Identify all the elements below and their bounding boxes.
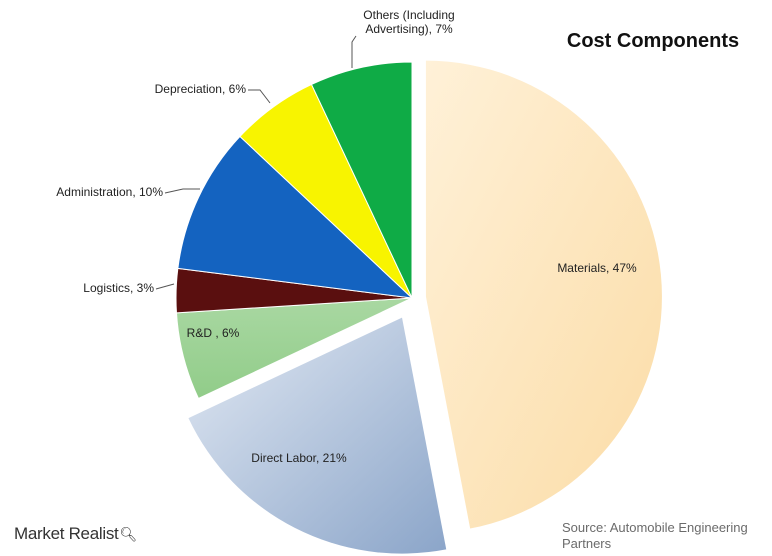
magnifier-icon: 🔍︎ xyxy=(119,526,137,542)
slice-label-others: Others (Including Advertising), 7% xyxy=(363,8,454,36)
slice-label-materials: Materials, 47% xyxy=(557,261,637,275)
slice-others xyxy=(310,61,413,299)
slice-label-administration: Administration, 10% xyxy=(56,185,163,199)
source-note: Source: Automobile Engineering Partners xyxy=(562,520,748,551)
slice-label-depreciation: Depreciation, 6% xyxy=(155,82,247,96)
leader-line-administration xyxy=(164,188,200,194)
slice-materials xyxy=(425,60,662,529)
slice-label-direct-labor: Direct Labor, 21% xyxy=(251,451,347,465)
leader-line-logistics xyxy=(155,283,175,290)
slice-label-logistics: Logistics, 3% xyxy=(83,281,154,295)
slice-administration xyxy=(177,135,414,299)
slice-direct-labor xyxy=(188,317,447,554)
leader-line-others xyxy=(351,35,357,68)
leader-line-depreciation xyxy=(248,89,271,104)
brand-logo: Market Realist🔍︎ xyxy=(14,524,137,544)
brand-name: Market Realist xyxy=(14,524,119,543)
slice-label-rnd: R&D , 6% xyxy=(187,326,240,340)
chart-title: Cost Components xyxy=(566,30,740,52)
